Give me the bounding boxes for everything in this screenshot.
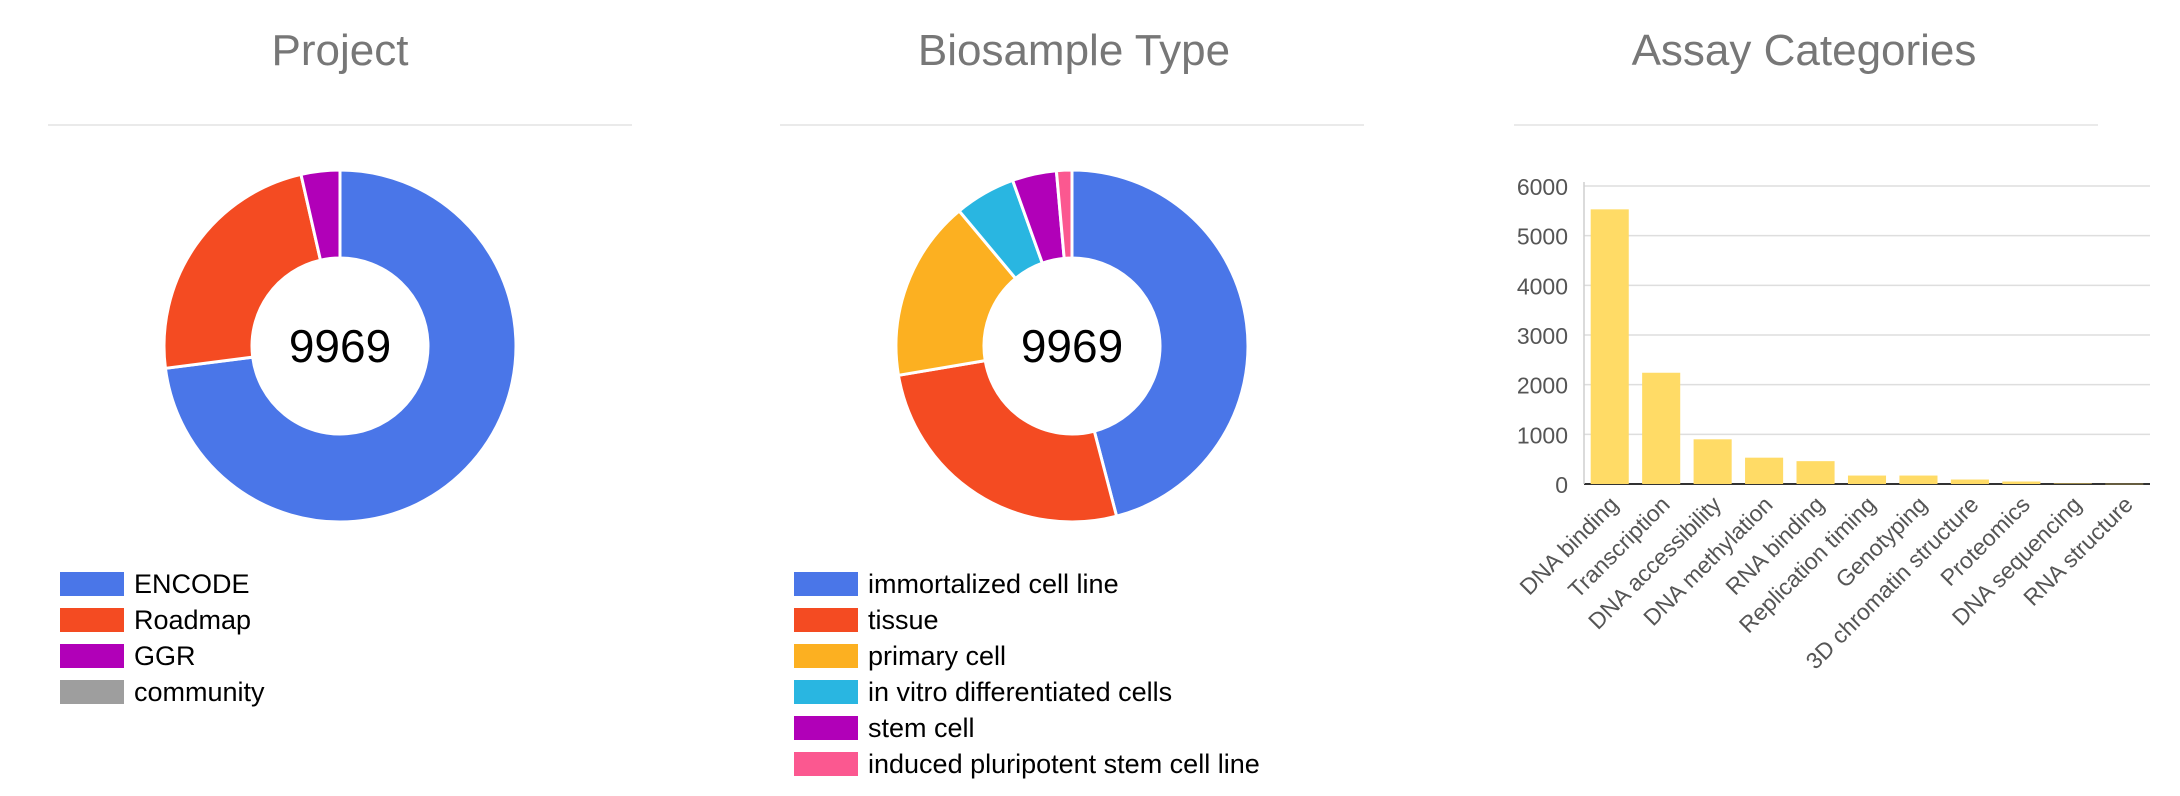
bar-rna-binding[interactable]: [1796, 461, 1835, 484]
legend-item-encode[interactable]: ENCODE: [60, 566, 265, 602]
legend-swatch: [794, 572, 858, 596]
biosample-type-title-divider: [780, 124, 1364, 126]
legend-item-ggr[interactable]: GGR: [60, 638, 265, 674]
legend-label: community: [134, 676, 265, 707]
bar-dna-binding[interactable]: [1590, 209, 1629, 485]
bar-dna-sequencing[interactable]: [2053, 483, 2092, 485]
center-total-label: 9969: [1021, 320, 1123, 372]
legend-label: stem cell: [868, 712, 975, 743]
slice-primary-cell[interactable]: [894, 208, 1018, 378]
legend-label: GGR: [134, 640, 196, 671]
biosample-type-chart-title: Biosample Type: [917, 26, 1231, 75]
slice-tissue[interactable]: [896, 358, 1119, 524]
legend-item-induced-pluripotent-stem-cell-line[interactable]: induced pluripotent stem cell line: [794, 746, 1260, 782]
legend-label: immortalized cell line: [868, 568, 1119, 599]
project-donut-chart: 9969: [162, 168, 518, 524]
bar-3d-chromatin-structure[interactable]: [1950, 479, 1989, 484]
legend-swatch: [794, 680, 858, 704]
slice-immortalized-cell-line[interactable]: [1070, 168, 1250, 519]
bar-dna-accessibility[interactable]: [1693, 439, 1732, 484]
y-tick-label: 6000: [1517, 174, 1568, 200]
legend-label: in vitro differentiated cells: [868, 676, 1173, 707]
slice-encode[interactable]: [163, 168, 518, 524]
project-title-divider: [48, 124, 632, 126]
legend-swatch: [794, 644, 858, 668]
assay-categories-chart-title: Assay Categories: [1631, 26, 1977, 75]
bar-dna-methylation[interactable]: [1745, 457, 1784, 484]
legend-label: primary cell: [868, 640, 1007, 671]
bar-transcription[interactable]: [1642, 372, 1681, 484]
y-tick-label: 3000: [1517, 323, 1568, 349]
slice-ggr[interactable]: [299, 168, 342, 262]
y-tick-label: 5000: [1517, 224, 1568, 250]
legend-item-roadmap[interactable]: Roadmap: [60, 602, 265, 638]
project-chart-title: Project: [271, 26, 409, 75]
y-tick-label: 1000: [1517, 422, 1568, 448]
y-tick-label: 0: [1555, 472, 1568, 498]
center-total-label: 9969: [289, 320, 391, 372]
project-legend: ENCODE Roadmap GGR community: [60, 566, 265, 710]
legend-swatch: [794, 752, 858, 776]
bar-replication-timing[interactable]: [1847, 475, 1887, 484]
legend-swatch: [60, 572, 124, 596]
biosample-type-legend: immortalized cell line tissue primary cell…: [794, 566, 1260, 782]
legend-label: ENCODE: [134, 568, 250, 599]
legend-item-community[interactable]: community: [60, 674, 265, 710]
legend-swatch: [60, 644, 124, 668]
slice-induced-pluripotent-stem-cell-line[interactable]: [1054, 168, 1074, 260]
bar-rna-structure[interactable]: [2105, 483, 2144, 485]
legend-swatch: [794, 716, 858, 740]
legend-swatch: [794, 608, 858, 632]
biosample-type-donut-chart: 9969: [894, 168, 1250, 524]
project-panel: Project 9969 ENCODE Roadmap GGR community: [0, 0, 680, 796]
y-tick-label: 2000: [1517, 373, 1568, 399]
legend-swatch: [60, 608, 124, 632]
legend-item-immortalized-cell-line[interactable]: immortalized cell line: [794, 566, 1260, 602]
assay-categories-title-divider: [1514, 124, 2098, 126]
legend-label: Roadmap: [134, 604, 252, 635]
slice-roadmap[interactable]: [162, 172, 323, 370]
bar-proteomics[interactable]: [2002, 481, 2041, 484]
biosample-type-panel: Biosample Type 9969 immortalized cell li…: [734, 0, 1414, 796]
legend-item-primary-cell[interactable]: primary cell: [794, 638, 1260, 674]
legend-item-stem-cell[interactable]: stem cell: [794, 710, 1260, 746]
legend-swatch: [60, 680, 124, 704]
legend-item-in-vitro-differentiated-cells[interactable]: in vitro differentiated cells: [794, 674, 1260, 710]
bar-genotyping[interactable]: [1899, 475, 1938, 484]
y-tick-label: 4000: [1517, 273, 1568, 299]
legend-item-tissue[interactable]: tissue: [794, 602, 1260, 638]
legend-label: induced pluripotent stem cell line: [868, 748, 1260, 779]
assay-categories-panel: Assay Categories 0 1000 2000 3000 4000 5000 60…: [1468, 0, 2180, 796]
legend-label: tissue: [868, 604, 939, 635]
